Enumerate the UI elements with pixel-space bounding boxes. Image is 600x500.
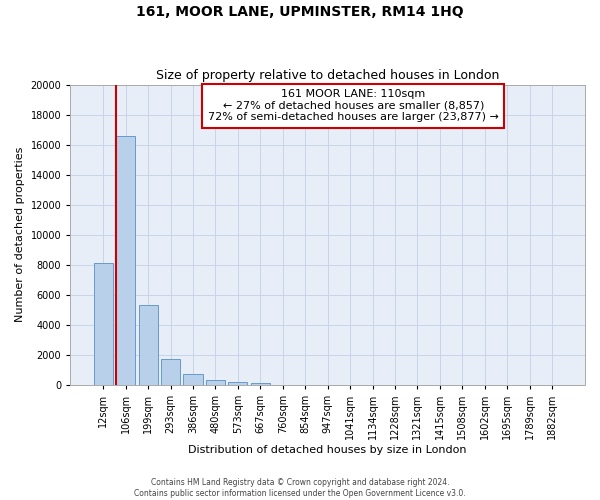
Bar <box>184 374 203 385</box>
Bar <box>229 382 247 385</box>
Bar <box>161 358 180 385</box>
Bar <box>94 264 113 385</box>
Bar <box>251 384 270 385</box>
Bar <box>139 306 158 385</box>
Text: 161, MOOR LANE, UPMINSTER, RM14 1HQ: 161, MOOR LANE, UPMINSTER, RM14 1HQ <box>136 5 464 19</box>
X-axis label: Distribution of detached houses by size in London: Distribution of detached houses by size … <box>188 445 467 455</box>
Text: Contains HM Land Registry data © Crown copyright and database right 2024.
Contai: Contains HM Land Registry data © Crown c… <box>134 478 466 498</box>
Text: 161 MOOR LANE: 110sqm
← 27% of detached houses are smaller (8,857)
72% of semi-d: 161 MOOR LANE: 110sqm ← 27% of detached … <box>208 89 499 122</box>
Bar <box>206 380 225 385</box>
Bar <box>116 136 135 385</box>
Y-axis label: Number of detached properties: Number of detached properties <box>15 147 25 322</box>
Title: Size of property relative to detached houses in London: Size of property relative to detached ho… <box>156 69 499 82</box>
